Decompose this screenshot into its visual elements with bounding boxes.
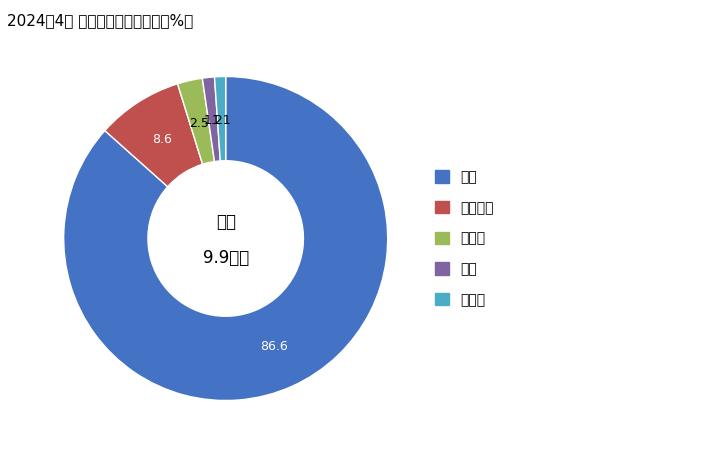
Wedge shape <box>63 76 388 400</box>
Text: 1.1: 1.1 <box>212 114 232 127</box>
Wedge shape <box>215 76 226 161</box>
Text: 8.6: 8.6 <box>151 133 172 145</box>
Text: 2024年4月 輸入相手国のシェア（%）: 2024年4月 輸入相手国のシェア（%） <box>7 14 194 28</box>
Wedge shape <box>202 77 221 162</box>
Legend: 中国, ベトナム, ドイツ, 台湾, その他: 中国, ベトナム, ドイツ, 台湾, その他 <box>435 170 494 307</box>
Text: 1.2: 1.2 <box>203 114 223 127</box>
Text: 9.9億円: 9.9億円 <box>202 249 249 267</box>
Wedge shape <box>105 84 202 187</box>
Wedge shape <box>178 78 215 164</box>
Text: 2.5: 2.5 <box>189 117 210 130</box>
Text: 総額: 総額 <box>215 213 236 231</box>
Text: 86.6: 86.6 <box>260 340 288 353</box>
